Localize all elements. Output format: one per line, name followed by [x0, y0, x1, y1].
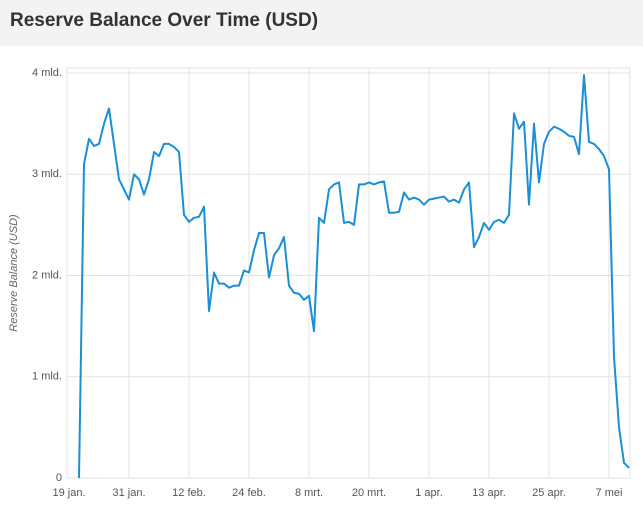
y-tick-label: 2 mld.	[32, 269, 62, 281]
y-tick-label: 0	[56, 472, 62, 484]
y-axis-label: Reserve Balance (USD)	[8, 214, 20, 332]
x-tick-label: 20 mrt.	[352, 487, 386, 499]
x-tick-label: 25 apr.	[532, 487, 566, 499]
y-tick-label: 1 mld.	[32, 371, 62, 383]
chart-title: Reserve Balance Over Time (USD)	[10, 10, 318, 31]
x-tick-label: 8 mrt.	[295, 487, 323, 499]
data-line	[78, 74, 630, 479]
x-tick-label: 1 apr.	[415, 487, 443, 499]
x-tick-label: 13 apr.	[472, 487, 506, 499]
y-tick-label: 3 mld.	[32, 168, 62, 180]
x-tick-label: 19 jan.	[52, 487, 85, 499]
plot-frame	[66, 67, 631, 479]
x-tick-label: 24 feb.	[232, 487, 266, 499]
header-band	[0, 0, 643, 46]
x-tick-label: 12 feb.	[172, 487, 206, 499]
y-tick-label: 4 mld.	[32, 67, 62, 79]
x-tick-label: 7 mei	[596, 487, 623, 499]
x-tick-label: 31 jan.	[112, 487, 145, 499]
